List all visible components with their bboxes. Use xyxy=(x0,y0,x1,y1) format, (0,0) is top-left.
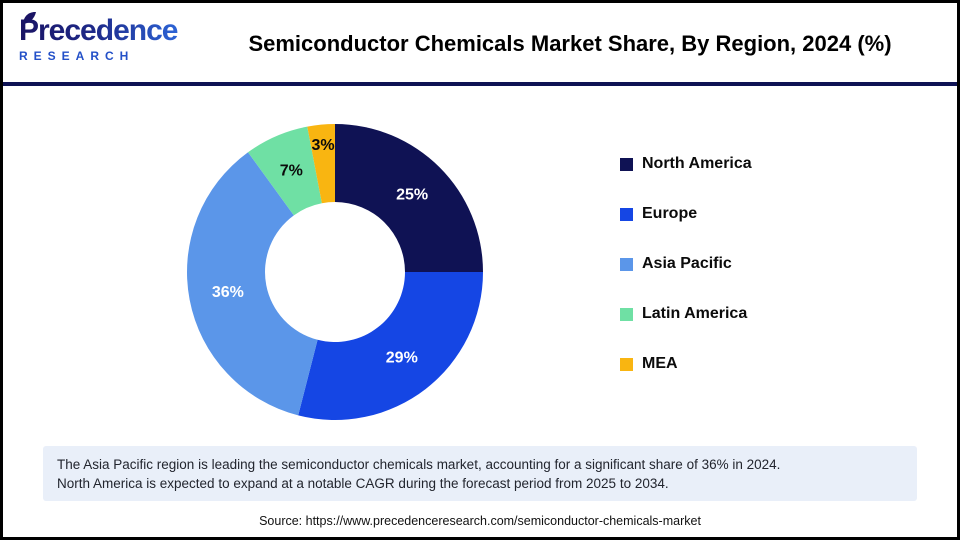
legend-item-europe: Europe xyxy=(620,203,752,225)
slice-label-europe: 29% xyxy=(386,350,418,367)
page-title: Semiconductor Chemicals Market Share, By… xyxy=(248,31,892,56)
footnote-line-2: North America is expected to expand at a… xyxy=(57,476,669,491)
footnote-line-1: The Asia Pacific region is leading the s… xyxy=(57,457,781,472)
logo-wordmark: Precedence xyxy=(19,15,189,47)
legend-swatch-latin-america xyxy=(620,307,633,321)
precedence-research-logo: Precedence RESEARCH xyxy=(19,11,189,63)
header: Precedence RESEARCH Semiconductor Chemic… xyxy=(3,3,957,81)
footnote-box: The Asia Pacific region is leading the s… xyxy=(43,446,917,501)
slice-latin-america xyxy=(248,126,322,216)
legend-item-latin-america: Latin America xyxy=(620,303,752,325)
slice-asia-pacific xyxy=(187,152,318,416)
legend-item-mea: MEA xyxy=(620,353,752,375)
slice-label-north-america: 25% xyxy=(396,186,428,203)
slice-europe xyxy=(298,272,484,421)
slice-north-america xyxy=(335,124,483,272)
legend-label-mea: MEA xyxy=(642,355,678,372)
legend-swatch-europe xyxy=(620,207,633,221)
legend-label-asia-pacific: Asia Pacific xyxy=(642,255,732,272)
slice-label-latin-america: 7% xyxy=(280,163,303,180)
legend-item-north-america: North America xyxy=(620,153,752,175)
legend-swatch-asia-pacific xyxy=(620,257,633,271)
slice-label-mea: 3% xyxy=(311,137,334,154)
chart-legend: North America Europe Asia Pacific Latin Ame… xyxy=(620,153,752,403)
slice-label-asia-pacific: 36% xyxy=(212,284,244,301)
donut-chart: 25% 29% 36% 7% 3% xyxy=(187,124,484,421)
legend-swatch-north-america xyxy=(620,157,633,171)
logo-subtitle: RESEARCH xyxy=(19,49,135,63)
legend-label-latin-america: Latin America xyxy=(642,305,748,322)
legend-item-asia-pacific: Asia Pacific xyxy=(620,253,752,275)
legend-swatch-mea xyxy=(620,357,633,371)
leaf-icon xyxy=(23,11,36,24)
legend-label-europe: Europe xyxy=(642,205,698,222)
header-divider xyxy=(3,82,957,86)
legend-label-north-america: North America xyxy=(642,155,752,172)
source-line: Source: https://www.precedenceresearch.c… xyxy=(259,514,701,528)
slice-mea xyxy=(307,124,335,204)
